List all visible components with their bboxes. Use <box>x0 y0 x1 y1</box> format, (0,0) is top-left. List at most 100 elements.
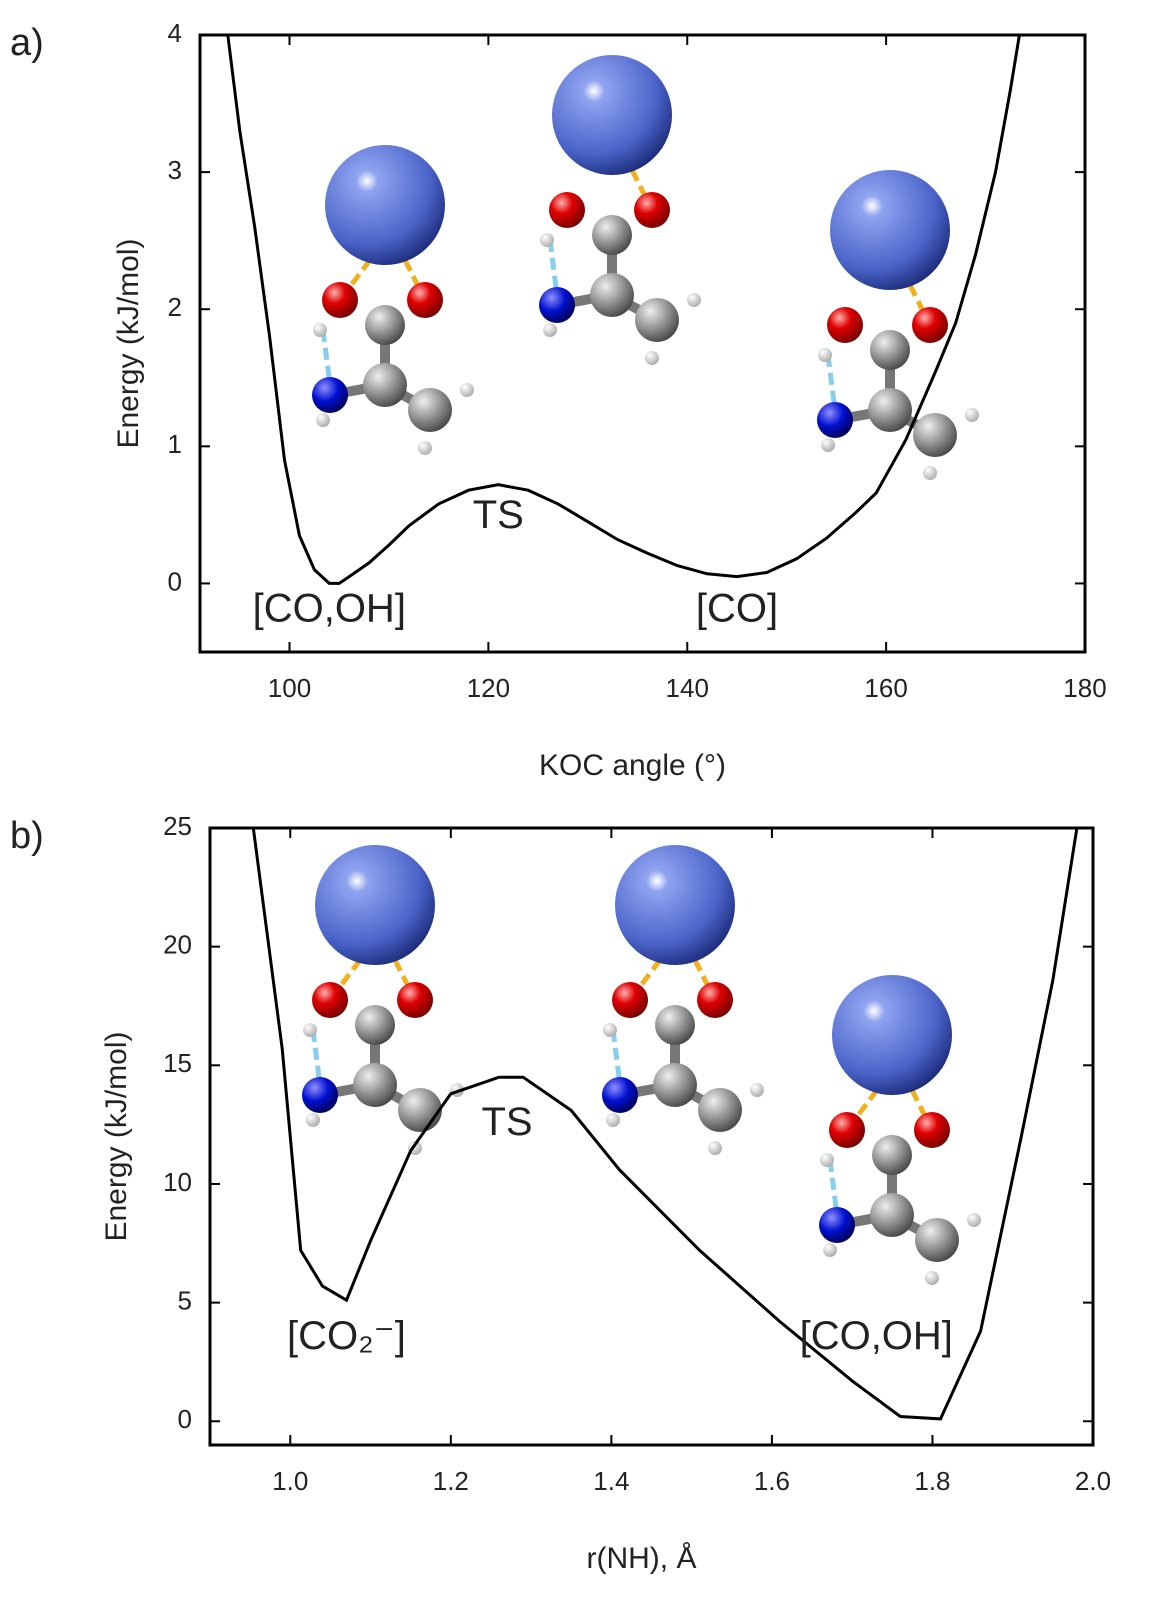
atom <box>313 323 327 337</box>
atom <box>325 145 445 265</box>
atom <box>615 845 735 965</box>
y-tick-label: 20 <box>163 930 192 960</box>
x-tick-label: 1.6 <box>754 1466 790 1496</box>
atom <box>407 282 443 318</box>
atom <box>552 55 672 175</box>
atom <box>870 1193 914 1237</box>
atom <box>418 441 432 455</box>
atom <box>645 351 659 365</box>
x-tick-label: 1.8 <box>914 1466 950 1496</box>
panel-label: a) <box>10 22 44 64</box>
x-tick-label: 1.2 <box>433 1466 469 1496</box>
atom <box>540 233 554 247</box>
y-tick-label: 0 <box>168 566 182 596</box>
molecule <box>819 975 981 1285</box>
bond <box>828 355 835 410</box>
atom <box>460 383 474 397</box>
atom <box>817 402 853 438</box>
y-tick-label: 4 <box>168 18 182 48</box>
atom <box>872 1135 912 1175</box>
atom <box>870 330 910 370</box>
atom <box>823 1243 837 1257</box>
x-tick-label: 180 <box>1063 673 1106 703</box>
y-tick-label: 5 <box>178 1285 192 1315</box>
annotation: TS <box>481 1100 532 1144</box>
atom <box>397 982 433 1018</box>
molecule <box>539 55 701 365</box>
x-tick-label: 160 <box>864 673 907 703</box>
atom <box>303 1023 317 1037</box>
atom <box>302 1077 338 1113</box>
atom <box>914 1112 950 1148</box>
panel-label: b) <box>10 815 44 857</box>
atom <box>363 363 407 407</box>
x-tick-label: 2.0 <box>1075 1466 1111 1496</box>
atom <box>355 1005 395 1045</box>
bond <box>313 1030 320 1085</box>
y-tick-label: 1 <box>168 429 182 459</box>
atom <box>821 438 835 452</box>
atom <box>915 1218 959 1262</box>
atom <box>315 845 435 965</box>
atom <box>925 1271 939 1285</box>
bond <box>613 1030 620 1085</box>
atom <box>967 1213 981 1227</box>
molecule <box>312 145 474 455</box>
atom <box>687 293 701 307</box>
atom <box>365 305 405 345</box>
atom <box>829 1112 865 1148</box>
annotation: [CO₂⁻] <box>287 1314 406 1358</box>
y-tick-label: 2 <box>168 292 182 322</box>
atom <box>539 287 575 323</box>
y-tick-label: 25 <box>163 811 192 841</box>
x-tick-label: 100 <box>268 673 311 703</box>
atom <box>312 377 348 413</box>
molecule <box>602 845 764 1155</box>
atom <box>634 192 670 228</box>
atom <box>750 1083 764 1097</box>
atom <box>698 1088 742 1132</box>
atom <box>549 192 585 228</box>
annotation: TS <box>473 493 524 537</box>
atom <box>603 1023 617 1037</box>
bond <box>830 1160 837 1215</box>
atom <box>602 1077 638 1113</box>
x-tick-label: 1.0 <box>272 1466 308 1496</box>
atom <box>913 413 957 457</box>
atom <box>306 1113 320 1127</box>
atom <box>868 388 912 432</box>
atom <box>612 982 648 1018</box>
y-axis-label: Energy (kJ/mol) <box>112 238 145 448</box>
atom <box>708 1141 722 1155</box>
atom <box>655 1005 695 1045</box>
x-tick-label: 120 <box>467 673 510 703</box>
y-tick-label: 15 <box>163 1048 192 1078</box>
y-tick-label: 10 <box>163 1167 192 1197</box>
x-axis-label: r(NH), Å <box>587 1542 697 1575</box>
atom <box>606 1113 620 1127</box>
atom <box>830 170 950 290</box>
atom <box>316 413 330 427</box>
atom <box>965 408 979 422</box>
annotation: [CO,OH] <box>253 586 406 630</box>
atom <box>408 388 452 432</box>
x-axis-label: KOC angle (°) <box>539 749 726 782</box>
annotation: [CO,OH] <box>800 1314 953 1358</box>
bond <box>550 240 557 295</box>
atom <box>827 307 863 343</box>
atom <box>353 1063 397 1107</box>
atom <box>312 982 348 1018</box>
atom <box>322 282 358 318</box>
atom <box>819 1207 855 1243</box>
annotation: [CO] <box>696 586 778 630</box>
atom <box>592 215 632 255</box>
figure: a)10012014016018001234KOC angle (°)Energ… <box>0 0 1149 1606</box>
atom <box>398 1088 442 1132</box>
bond <box>323 330 330 385</box>
atom <box>923 466 937 480</box>
x-tick-label: 1.4 <box>593 1466 629 1496</box>
atom <box>818 348 832 362</box>
atom <box>635 298 679 342</box>
y-tick-label: 3 <box>168 155 182 185</box>
atom <box>543 323 557 337</box>
